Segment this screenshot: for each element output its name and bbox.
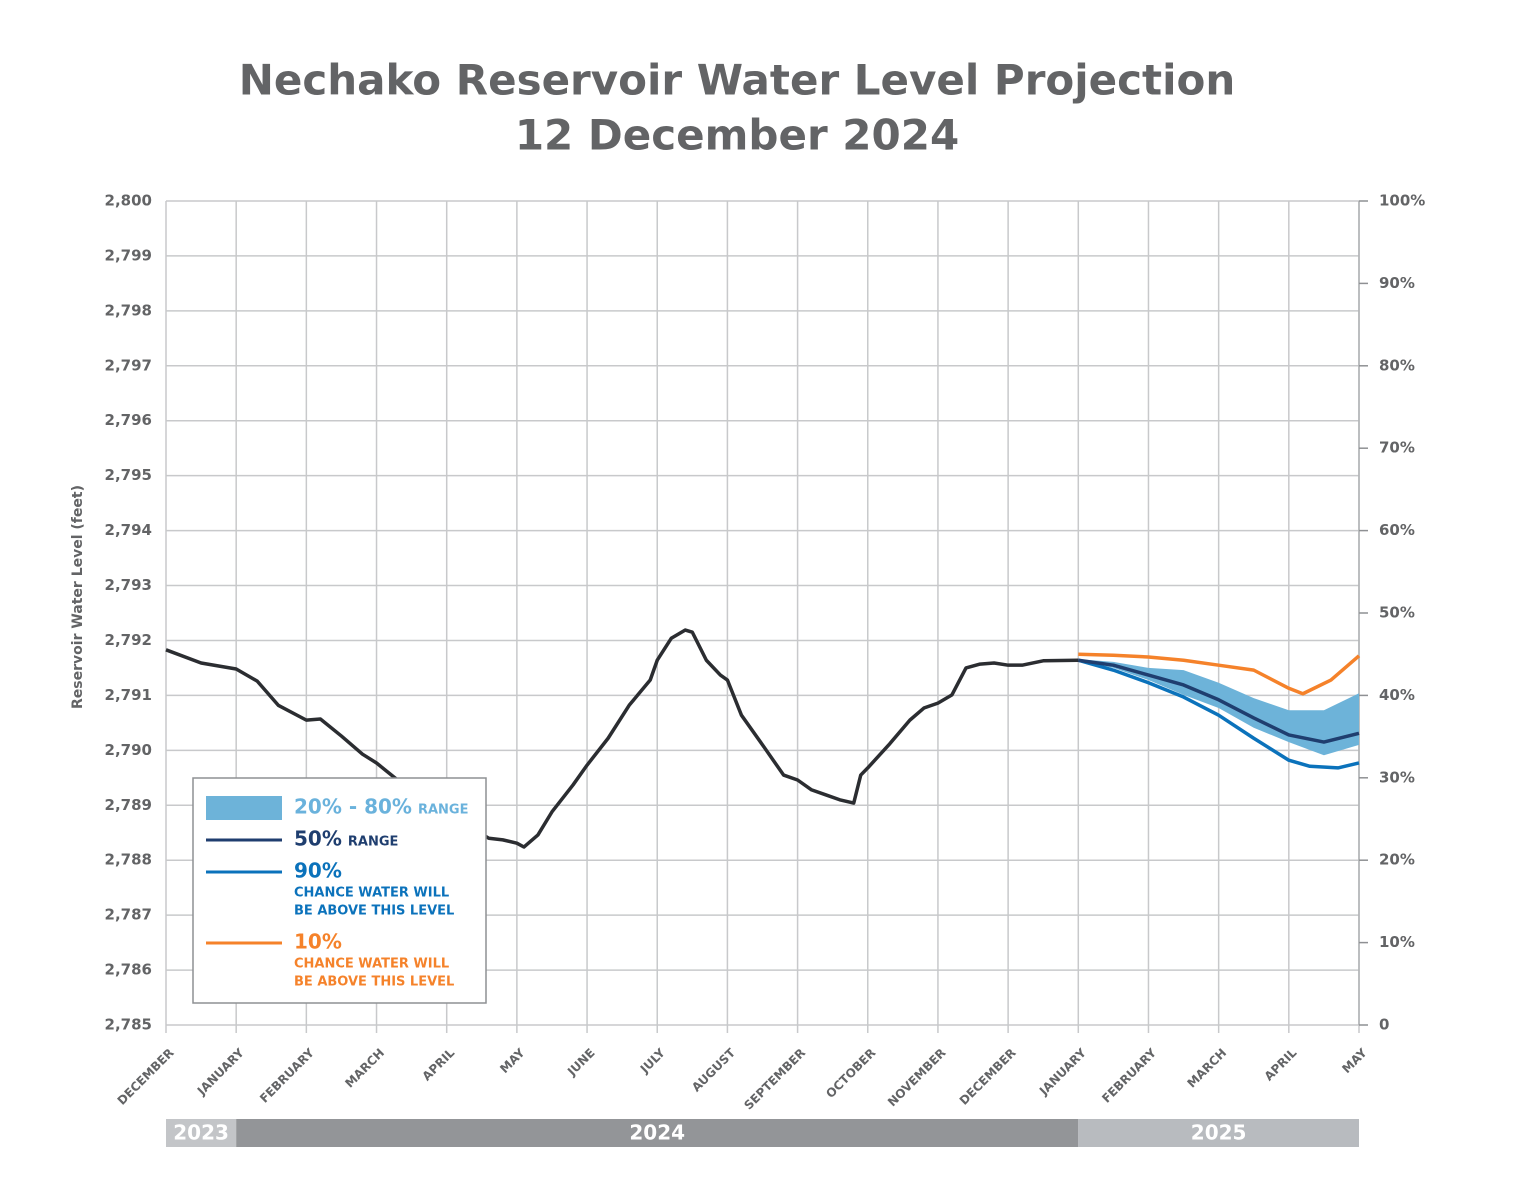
- legend-note: CHANCE WATER WILL: [294, 886, 449, 901]
- y-tick-label: 2,785: [105, 1016, 152, 1034]
- y-tick-label: 2,786: [105, 961, 152, 979]
- legend-note: BE ABOVE THIS LEVEL: [294, 904, 454, 919]
- y-tick-label: 2,799: [105, 246, 152, 264]
- line: [1077, 658, 1360, 770]
- y2-tick-label: 10%: [1379, 933, 1415, 951]
- y2-tick-label: 30%: [1379, 768, 1415, 786]
- year-band: [166, 1119, 237, 1147]
- legend-label: 50%: [294, 827, 342, 851]
- y-axis-label: Reservoir Water Level (feet): [70, 485, 86, 709]
- range-band: [1078, 659, 1359, 756]
- chart-subtitle: 12 December 2024: [515, 111, 959, 160]
- year-label: 2024: [629, 1121, 685, 1145]
- year-band: [236, 1119, 1079, 1147]
- year-label: 2023: [173, 1121, 229, 1145]
- y2-tick-label: 80%: [1379, 356, 1415, 374]
- y2-tick-label: 100%: [1379, 192, 1425, 210]
- year-label: 2025: [1191, 1121, 1247, 1145]
- y-tick-label: 2,793: [105, 576, 152, 594]
- legend-label: 90%: [294, 859, 342, 883]
- y-tick-label: 2,788: [105, 851, 152, 869]
- y-tick-label: 2,796: [105, 411, 152, 429]
- y2-tick-label: 90%: [1379, 274, 1415, 292]
- y2-tick-label: 50%: [1379, 604, 1415, 622]
- year-band: [1078, 1119, 1359, 1147]
- y-tick-label: 2,792: [105, 631, 152, 649]
- y-tick-label: 2,789: [105, 796, 152, 814]
- y-tick-label: 2,791: [105, 686, 152, 704]
- y2-tick-label: 70%: [1379, 439, 1415, 457]
- y2-tick-label: 20%: [1379, 851, 1415, 869]
- legend-swatch: [206, 796, 282, 820]
- y-tick-label: 2,790: [105, 741, 152, 759]
- y-tick-label: 2,798: [105, 301, 152, 319]
- y2-tick-label: 60%: [1379, 521, 1415, 539]
- legend-note: RANGE: [348, 835, 399, 850]
- line: [1078, 658, 1360, 744]
- legend-note: RANGE: [418, 803, 469, 818]
- y2-tick-label: 0: [1379, 1016, 1389, 1034]
- y-tick-label: 2,797: [105, 356, 152, 374]
- y-tick-label: 2,795: [105, 466, 152, 484]
- y-tick-label: 2,787: [105, 906, 152, 924]
- legend-note: CHANCE WATER WILL: [294, 957, 449, 972]
- y-tick-label: 2,800: [105, 192, 152, 210]
- legend-note: BE ABOVE THIS LEVEL: [294, 975, 454, 990]
- legend-label: 10%: [294, 930, 342, 954]
- line: [165, 628, 1079, 849]
- chart-title: Nechako Reservoir Water Level Projection: [239, 56, 1236, 105]
- line: [1078, 652, 1361, 696]
- legend-label: 20% - 80%: [294, 795, 412, 819]
- y2-tick-label: 40%: [1379, 686, 1415, 704]
- y-tick-label: 2,794: [105, 521, 152, 539]
